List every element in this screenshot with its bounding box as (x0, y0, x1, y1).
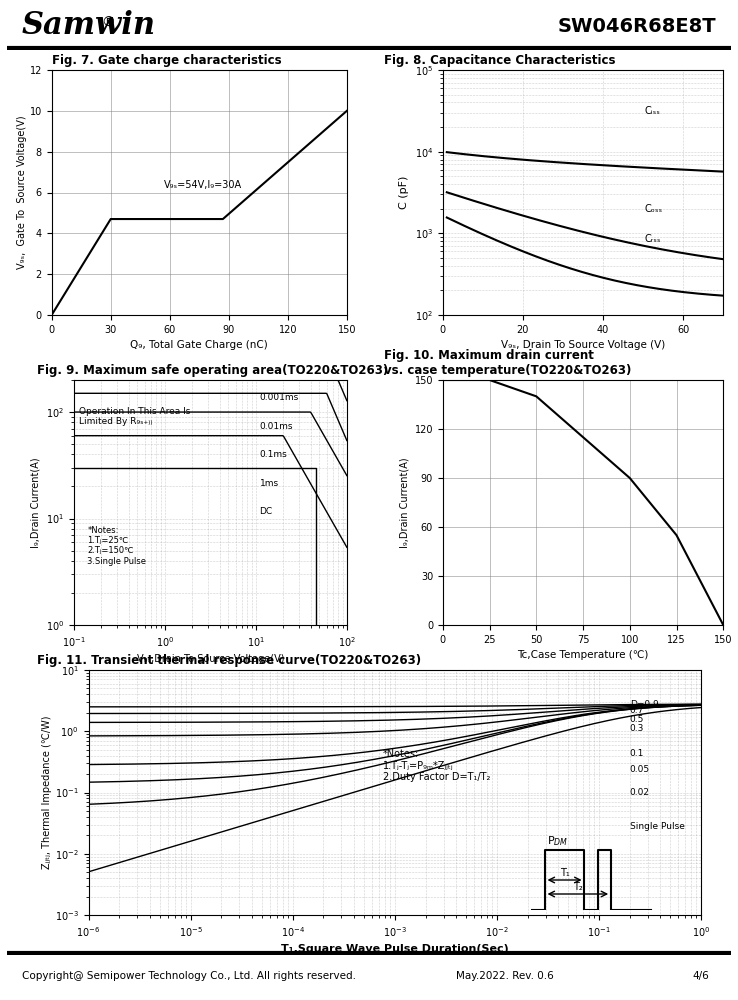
Text: T₁: T₁ (559, 868, 570, 878)
Text: Fig. 7. Gate charge characteristics: Fig. 7. Gate charge characteristics (52, 54, 281, 67)
Text: Cₒₛₛ: Cₒₛₛ (645, 204, 663, 214)
Text: Samwin: Samwin (22, 10, 156, 41)
Text: Fig. 11. Transient thermal response curve(TO220&TO263): Fig. 11. Transient thermal response curv… (37, 654, 421, 667)
Text: 0.7: 0.7 (630, 706, 644, 715)
Y-axis label: I₉,Drain Current(A): I₉,Drain Current(A) (30, 457, 40, 548)
Text: Cᵢₛₛ: Cᵢₛₛ (645, 106, 661, 116)
X-axis label: Tc,Case Temperature (℃): Tc,Case Temperature (℃) (517, 650, 649, 660)
Text: 0.05: 0.05 (630, 765, 650, 774)
Text: *Notes:
1.Tⱼ=25℃
2.Tⱼ=150℃
3.Single Pulse: *Notes: 1.Tⱼ=25℃ 2.Tⱼ=150℃ 3.Single Puls… (88, 526, 146, 566)
Text: Fig. 8. Capacitance Characteristics: Fig. 8. Capacitance Characteristics (384, 54, 615, 67)
X-axis label: T₁,Square Wave Pulse Duration(Sec): T₁,Square Wave Pulse Duration(Sec) (281, 944, 508, 954)
Text: Copyright@ Semipower Technology Co., Ltd. All rights reserved.: Copyright@ Semipower Technology Co., Ltd… (22, 971, 356, 981)
Text: 1ms: 1ms (260, 479, 279, 488)
Y-axis label: I₉,Drain Current(A): I₉,Drain Current(A) (399, 457, 409, 548)
Text: D=0.9: D=0.9 (630, 700, 658, 709)
Text: 0.01ms: 0.01ms (260, 422, 293, 431)
Text: DC: DC (260, 507, 273, 516)
Text: SW046R68E8T: SW046R68E8T (557, 16, 716, 35)
X-axis label: V₉ₛ,Drain To Source Voltage(V): V₉ₛ,Drain To Source Voltage(V) (137, 654, 284, 664)
Text: 0.3: 0.3 (630, 724, 644, 733)
Text: *Notes:
1.Tⱼ-Tⱼ=P₉ₘ*Zⱼⱼₜⱼ
2.Duty Factor D=T₁/T₂: *Notes: 1.Tⱼ-Tⱼ=P₉ₘ*Zⱼⱼₜⱼ 2.Duty Factor … (382, 749, 490, 782)
Text: Operation In This Area Is
Limited By R₉ₛ₊₎₎: Operation In This Area Is Limited By R₉ₛ… (79, 407, 190, 426)
Text: Single Pulse: Single Pulse (630, 822, 685, 831)
Text: 0.001ms: 0.001ms (260, 393, 299, 402)
Text: Fig. 9. Maximum safe operating area(TO220&TO263): Fig. 9. Maximum safe operating area(TO22… (37, 364, 388, 377)
Text: P$_{DM}$: P$_{DM}$ (548, 834, 568, 848)
Y-axis label: V₉ₛ,  Gate To  Source Voltage(V): V₉ₛ, Gate To Source Voltage(V) (17, 116, 27, 269)
Text: 4/6: 4/6 (692, 971, 709, 981)
X-axis label: V₉ₛ, Drain To Source Voltage (V): V₉ₛ, Drain To Source Voltage (V) (501, 340, 665, 350)
X-axis label: Q₉, Total Gate Charge (nC): Q₉, Total Gate Charge (nC) (131, 340, 268, 350)
Text: 0.1: 0.1 (630, 749, 644, 758)
Text: 0.02: 0.02 (630, 788, 649, 797)
Text: ®: ® (101, 15, 115, 29)
Text: Fig. 10. Maximum drain current
vs. case temperature(TO220&TO263): Fig. 10. Maximum drain current vs. case … (384, 349, 631, 377)
Text: V₉ₛ=54V,I₉=30A: V₉ₛ=54V,I₉=30A (164, 180, 242, 190)
Text: Cᵣₛₛ: Cᵣₛₛ (645, 233, 661, 243)
Text: T₂: T₂ (573, 882, 583, 892)
Text: 0.1ms: 0.1ms (260, 450, 287, 459)
Text: May.2022. Rev. 0.6: May.2022. Rev. 0.6 (456, 971, 554, 981)
Y-axis label: Zⱼⱼₜⱼ, Thermal Impedance (℃/W): Zⱼⱼₜⱼ, Thermal Impedance (℃/W) (42, 716, 52, 869)
Y-axis label: C (pF): C (pF) (399, 176, 409, 209)
Text: 0.5: 0.5 (630, 715, 644, 724)
